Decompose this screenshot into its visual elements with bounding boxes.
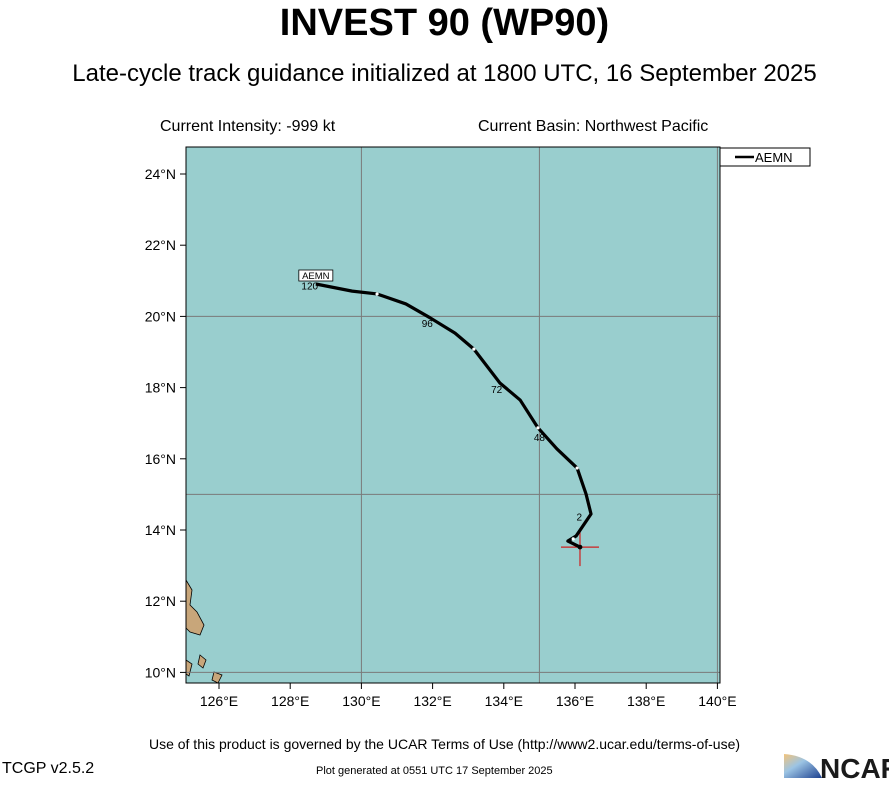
plot-subtitle: Late-cycle track guidance initialized at… <box>72 60 817 87</box>
forecast-hour-label: 96 <box>422 319 434 330</box>
lat-tick-label: 14°N <box>145 522 176 538</box>
forecast-hour-label: 72 <box>491 385 503 396</box>
track-line-aemn <box>315 282 593 549</box>
lon-tick-label: 136°E <box>556 693 594 709</box>
lat-tick-label: 24°N <box>145 166 176 182</box>
svg-text:NCAR: NCAR <box>820 753 889 780</box>
forecast-hour-label: 2 <box>576 513 582 524</box>
track-name-box <box>298 269 334 282</box>
track-marker <box>571 537 575 541</box>
generated-timestamp: Plot generated at 0551 UTC 17 September … <box>316 765 553 777</box>
lon-tick-label: 126°E <box>200 693 238 709</box>
map-frame <box>185 146 721 684</box>
track-marker <box>536 426 540 430</box>
current-basin: Current Basin: Northwest Pacific <box>478 118 709 135</box>
track-marker <box>472 347 476 351</box>
lat-tick-label: 18°N <box>145 380 176 396</box>
version-label: TCGP v2.5.2 <box>2 760 95 777</box>
lon-tick-label: 132°E <box>413 693 451 709</box>
track-name-label: AEMN <box>302 271 330 282</box>
forecast-hour-label: 48 <box>534 433 546 444</box>
lon-tick-label: 138°E <box>627 693 665 709</box>
lat-tick-label: 12°N <box>145 593 176 609</box>
track-marker <box>375 292 379 296</box>
legend-label: AEMN <box>755 150 793 165</box>
lon-tick-label: 134°E <box>485 693 523 709</box>
lon-tick-label: 130°E <box>342 693 380 709</box>
current-position-dot <box>577 544 583 550</box>
plot-title: INVEST 90 (WP90) <box>279 2 610 44</box>
lat-tick-label: 22°N <box>145 237 176 253</box>
lon-tick-label: 128°E <box>271 693 309 709</box>
terms-of-use: Use of this product is governed by the U… <box>148 736 741 752</box>
lat-tick-label: 20°N <box>145 308 176 324</box>
ncar-logo: NCAR <box>782 748 889 785</box>
land-philippines <box>185 578 223 684</box>
lat-tick-label: 10°N <box>145 664 176 680</box>
lat-tick-label: 16°N <box>145 451 176 467</box>
track-marker <box>575 466 579 470</box>
forecast-hour-label: 120 <box>301 282 318 293</box>
lon-tick-label: 140°E <box>698 693 736 709</box>
ocean-background <box>186 147 720 683</box>
current-intensity: Current Intensity: -999 kt <box>160 118 336 135</box>
legend: AEMN <box>719 147 811 167</box>
